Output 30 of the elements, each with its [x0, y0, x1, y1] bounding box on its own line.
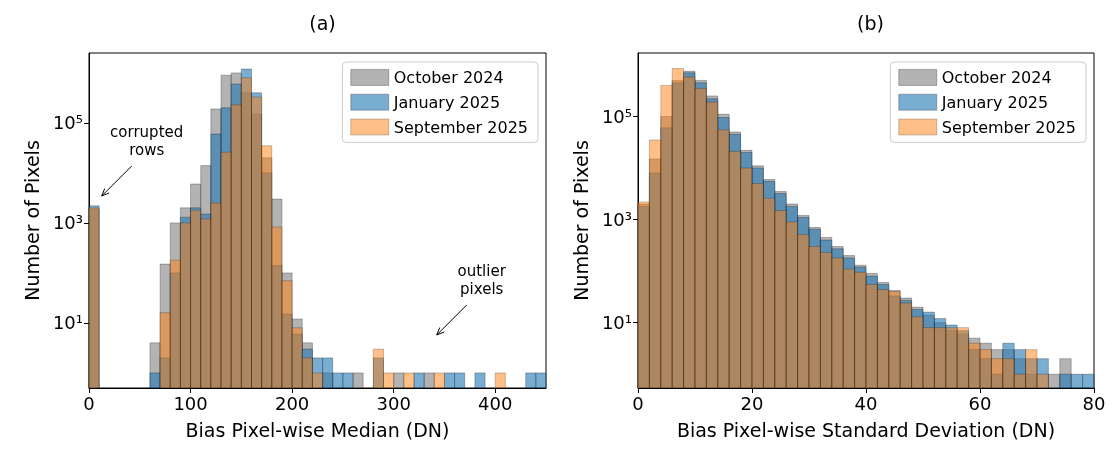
y-tick-label: 10⁵ — [601, 105, 632, 127]
legend-label: October 2024 — [393, 67, 504, 87]
x-tick-label: 100 — [173, 392, 208, 414]
legend-label: January 2025 — [392, 92, 501, 112]
legend-label: January 2025 — [940, 92, 1049, 112]
x-tick-label: 20 — [740, 392, 764, 414]
y-tick-label: 10³ — [601, 209, 632, 231]
x-tick-label: 60 — [968, 392, 992, 414]
x-axis-title: Bias Pixel-wise Median (DN) — [185, 418, 450, 441]
x-tick-label: 40 — [854, 392, 878, 414]
y-axis-title: Number of Pixels — [20, 140, 43, 301]
x-tick-label: 80 — [1082, 392, 1106, 414]
x-axis-title: Bias Pixel-wise Standard Deviation (DN) — [676, 418, 1056, 441]
legend-label: September 2025 — [393, 117, 529, 137]
x-tick-label: 0 — [83, 392, 95, 414]
chart-title: (b) — [857, 11, 884, 34]
legend-label: October 2024 — [941, 67, 1052, 87]
y-tick-label: 10¹ — [601, 312, 632, 334]
x-tick-label: 0 — [632, 392, 644, 414]
chart-title: (a) — [309, 11, 336, 34]
annotation: corrupted rows — [110, 123, 184, 159]
x-tick-label: 300 — [376, 392, 411, 414]
y-tick-label: 10⁵ — [52, 112, 83, 134]
y-axis-title: Number of Pixels — [569, 140, 592, 301]
legend-label: September 2025 — [941, 117, 1077, 137]
x-tick-label: 400 — [478, 392, 513, 414]
y-tick-label: 10³ — [52, 212, 83, 234]
x-tick-label: 200 — [274, 392, 310, 414]
y-tick-label: 10¹ — [52, 312, 83, 334]
annotation: outlier pixels — [457, 262, 507, 298]
